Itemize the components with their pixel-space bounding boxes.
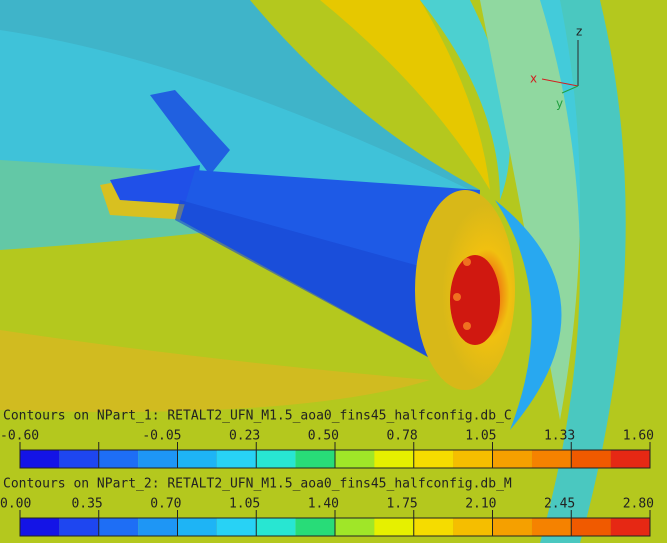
page: z x y Contours on NPart_1: RETALT2_UFN_M… [0,0,667,543]
color-block [493,518,532,536]
color-block [453,518,492,536]
tick-label: 1.60 [623,429,654,444]
legend-title: Contours on NPart_1: RETALT2_UFN_M1.5_ao… [3,409,512,424]
tick-label: 2.80 [623,497,654,512]
tick-label: 1.33 [544,429,575,444]
tick-label: 1.75 [386,497,417,512]
color-block [99,450,138,468]
axis-label: y [556,97,563,111]
color-block [571,450,610,468]
color-block [571,518,610,536]
color-block [217,518,256,536]
tick-label: 1.05 [465,429,496,444]
axis-label: z [576,25,582,39]
color-block [99,518,138,536]
color-block [20,450,59,468]
color-block [178,450,217,468]
color-block [414,518,453,536]
tick-label: 1.05 [229,497,260,512]
color-block [414,450,453,468]
tick-label: -0.05 [142,429,181,444]
color-block [59,450,98,468]
tick-label: 0.23 [229,429,260,444]
tick-label: 0.78 [386,429,417,444]
color-block [256,450,295,468]
tick-label: -0.60 [0,429,39,444]
color-block [20,518,59,536]
tick-label: 2.45 [544,497,575,512]
color-block [256,518,295,536]
tick-label: 0.00 [0,497,31,512]
color-block [532,450,571,468]
color-block [335,518,374,536]
color-block [296,518,335,536]
color-block [217,450,256,468]
color-block [59,518,98,536]
tick-label: 0.70 [150,497,181,512]
color-block [374,450,413,468]
color-block [493,450,532,468]
tick-label: 2.10 [465,497,496,512]
color-block [335,450,374,468]
tick-label: 1.40 [308,497,339,512]
color-block [611,450,650,468]
tick-label: 0.35 [71,497,102,512]
legend-title: Contours on NPart_2: RETALT2_UFN_M1.5_ao… [3,477,512,492]
color-block [532,518,571,536]
color-block [374,518,413,536]
color-block [178,518,217,536]
color-block [453,450,492,468]
tick-label: 0.50 [308,429,339,444]
viewport: z x y Contours on NPart_1: RETALT2_UFN_M… [0,0,667,543]
color-block [296,450,335,468]
color-block [138,518,177,536]
axis-label: x [530,72,537,86]
color-block [611,518,650,536]
color-block [138,450,177,468]
